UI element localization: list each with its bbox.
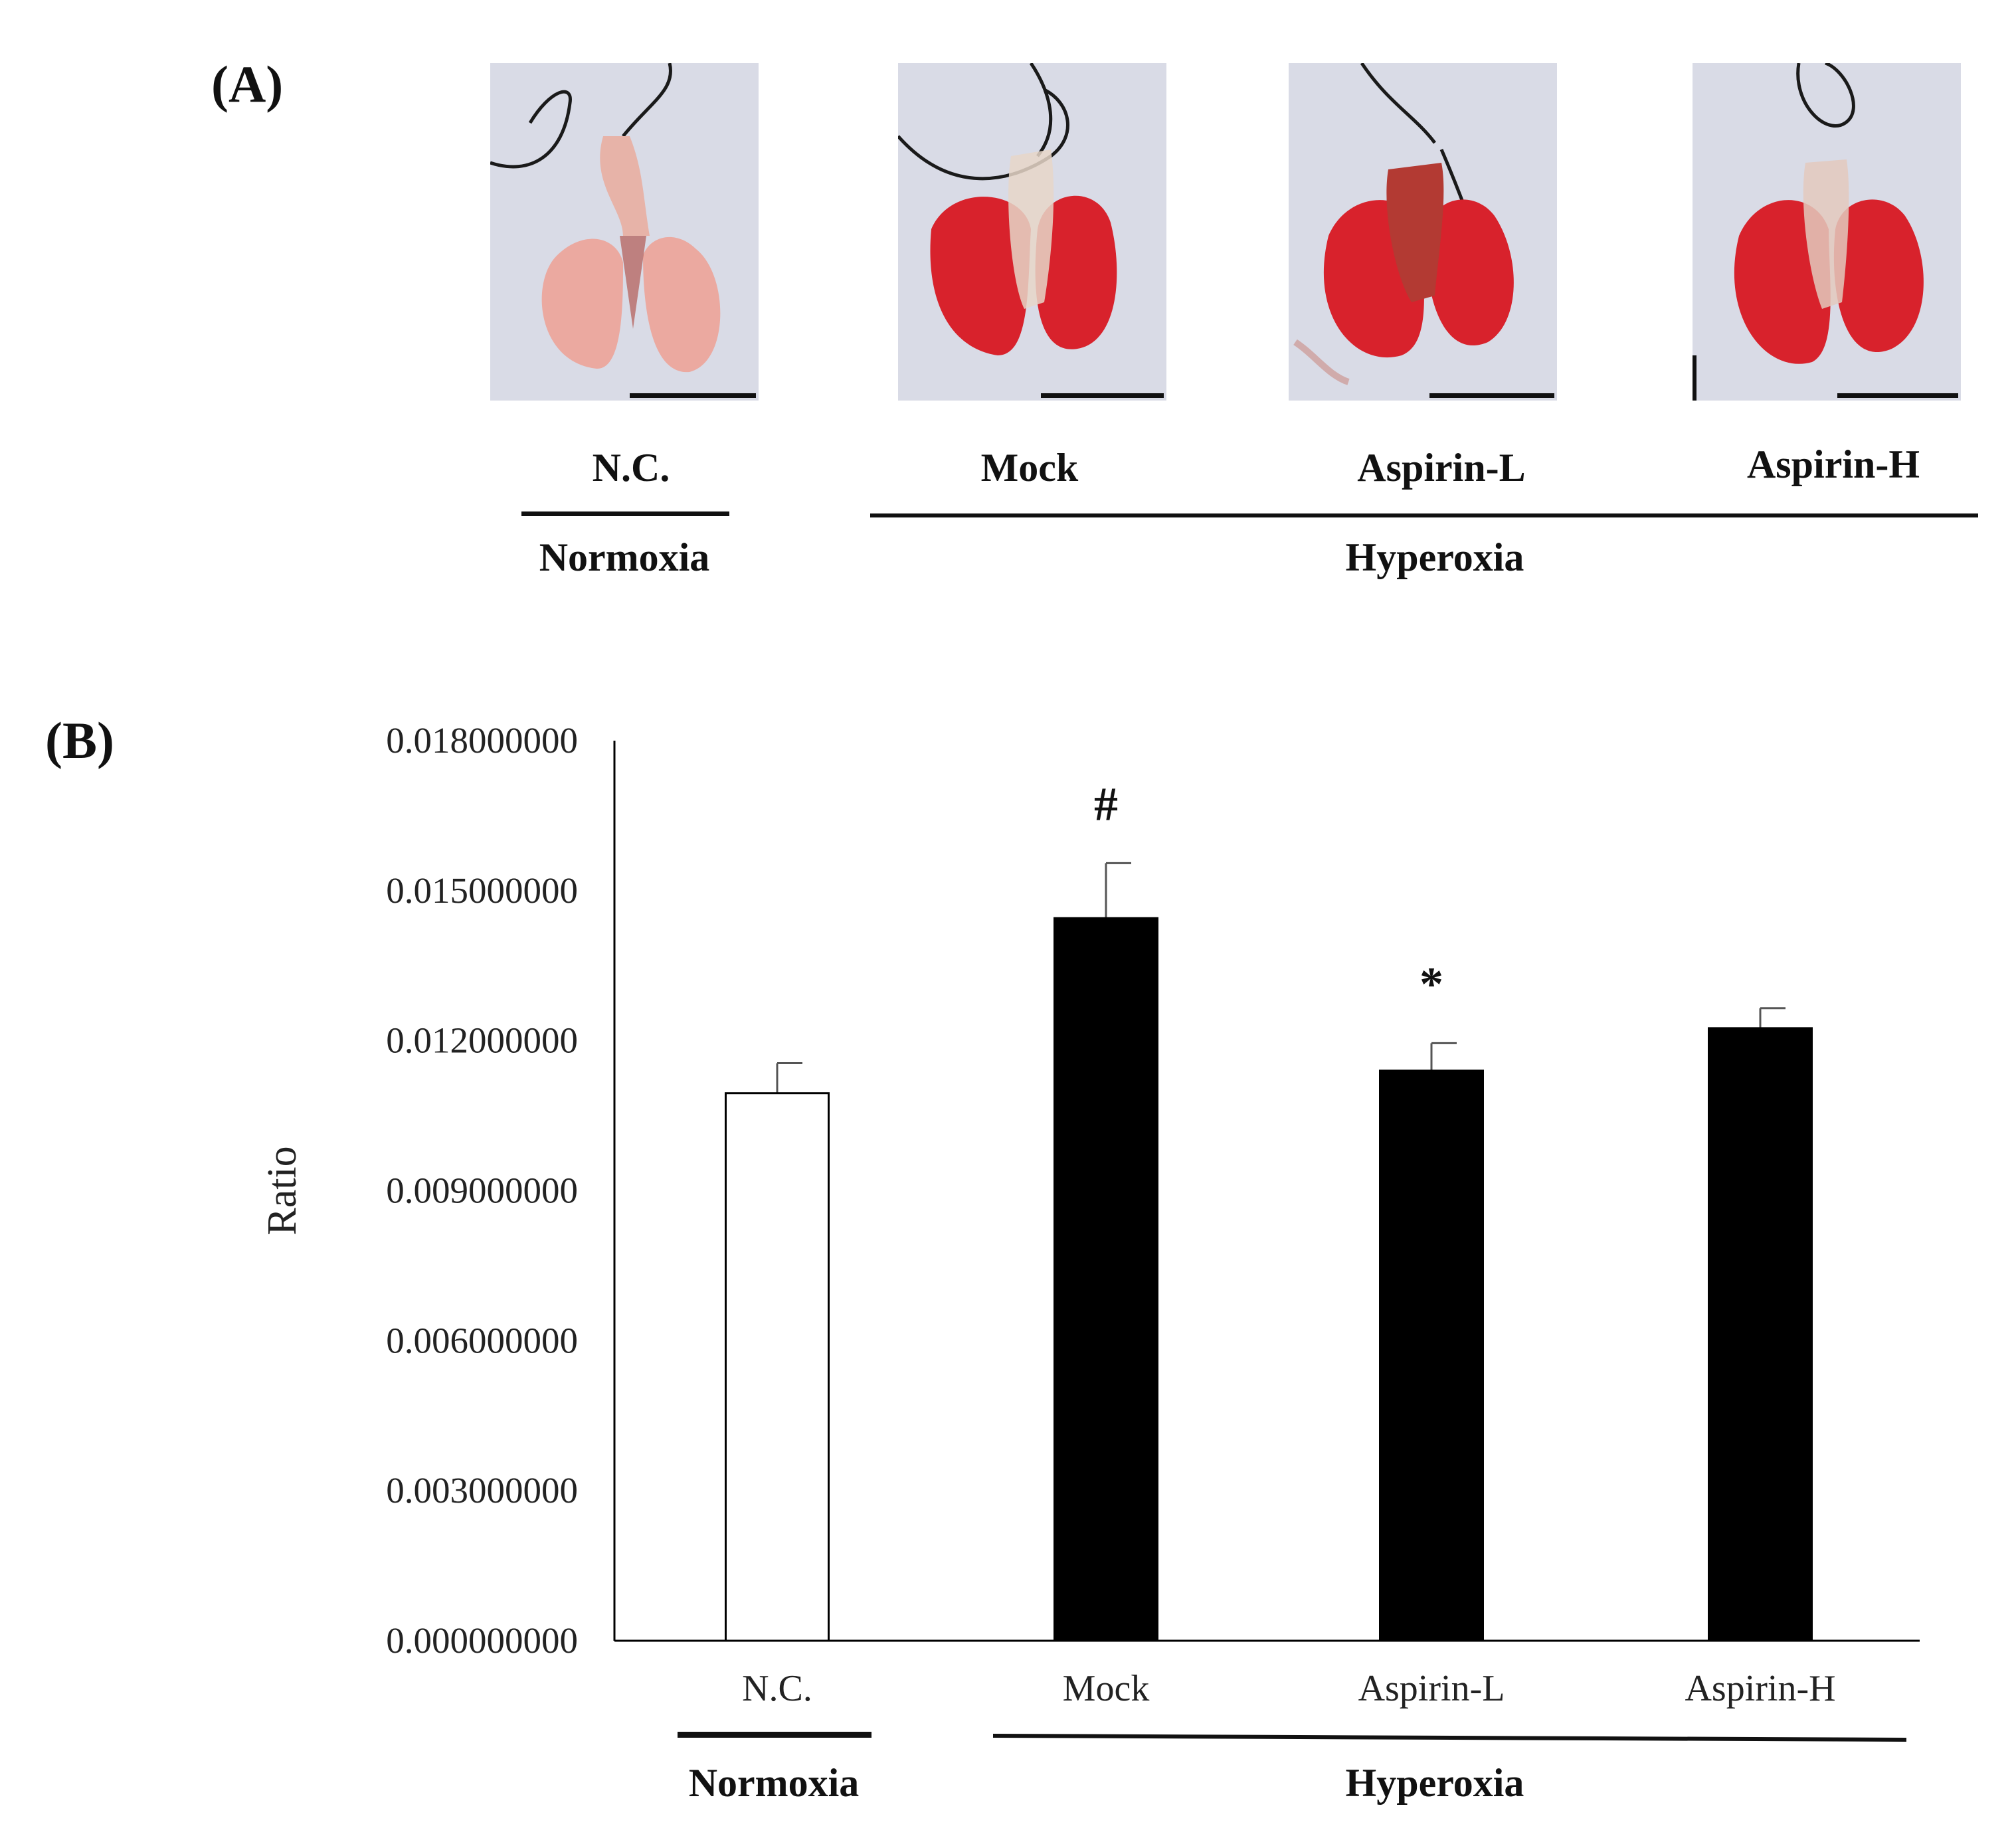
y-tick-label: 0.006000000 — [386, 1320, 578, 1360]
significance-marker: # — [1094, 777, 1118, 830]
photo-mock — [898, 63, 1166, 401]
x-tick-label: Mock — [1063, 1668, 1150, 1709]
photo-caption-nc: N.C. — [592, 446, 670, 490]
x-tick-label: Aspirin-H — [1685, 1668, 1835, 1709]
y-tick-label: 0.003000000 — [386, 1470, 578, 1511]
bar-aspirin-l — [1379, 1069, 1484, 1642]
y-tick-label: 0.009000000 — [386, 1170, 578, 1211]
significance-marker: * — [1420, 957, 1443, 1010]
panel-b-label: (B) — [45, 711, 114, 769]
x-tick-label: Aspirin-L — [1358, 1668, 1505, 1709]
y-axis-label: Ratio — [260, 1146, 305, 1235]
y-tick-label: 0.012000000 — [386, 1020, 578, 1061]
bar-n-c — [725, 1092, 830, 1642]
group-label-normoxia-a: Normoxia — [539, 535, 710, 579]
y-tick-label: 0.018000000 — [386, 720, 578, 761]
photo-caption-aspirin-l: Aspirin-L — [1357, 446, 1526, 490]
hyperoxia-bracket-a — [870, 513, 1978, 517]
normoxia-bracket-b — [678, 1732, 871, 1738]
y-tick-label: 0.000000000 — [386, 1620, 578, 1661]
group-label-normoxia-b: Normoxia — [688, 1761, 860, 1805]
bar-mock — [1054, 917, 1158, 1642]
photo-caption-aspirin-h: Aspirin-H — [1746, 442, 1920, 486]
photo-caption-mock: Mock — [980, 446, 1079, 490]
photo-aspirin-h — [1693, 63, 1961, 401]
bar-aspirin-h — [1708, 1027, 1813, 1642]
group-label-hyperoxia-a: Hyperoxia — [1345, 535, 1524, 579]
photo-aspirin-l — [1289, 63, 1557, 401]
normoxia-bracket-a — [521, 511, 729, 516]
x-tick-label: N.C. — [742, 1668, 812, 1709]
photo-nc — [490, 63, 759, 401]
panel-a-label: (A) — [211, 55, 284, 113]
group-label-hyperoxia-b: Hyperoxia — [1345, 1761, 1524, 1805]
y-tick-label: 0.015000000 — [386, 870, 578, 911]
